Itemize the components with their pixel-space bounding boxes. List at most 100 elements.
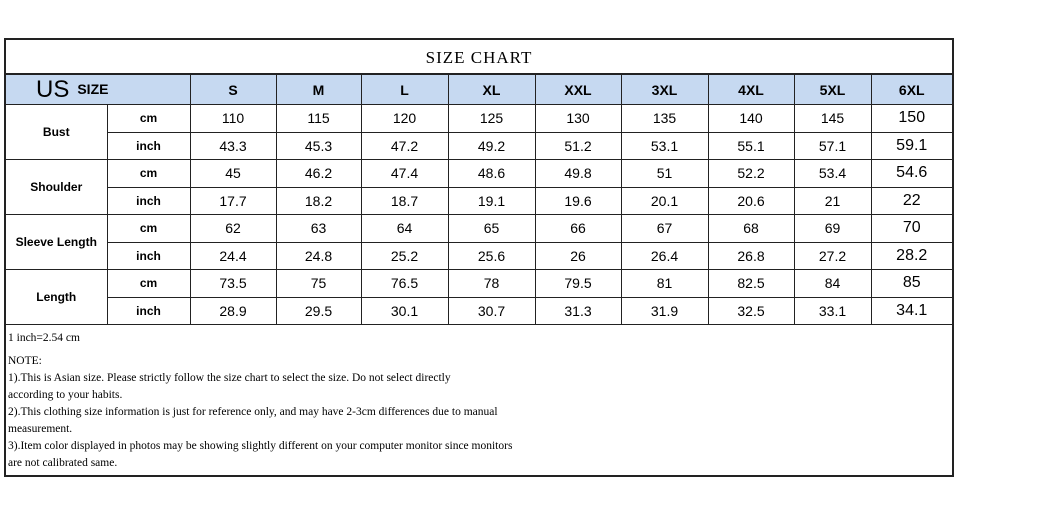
size-column-header: S	[189, 74, 277, 105]
table-cell: 130	[534, 104, 622, 133]
unit-label: cm	[106, 104, 191, 133]
size-column-header: XL	[447, 74, 536, 105]
table-row: Length cm 73.5 75 76.5 78 79.5 81 82.5 84 85	[6, 269, 952, 325]
table-cell: 24.8	[275, 241, 362, 270]
table-cell: 82.5	[707, 269, 795, 298]
table-cell: 33.1	[793, 296, 872, 325]
measurement-label: Bust	[6, 104, 108, 160]
size-column-header: L	[360, 74, 449, 105]
table-cell: 73.5	[189, 269, 277, 298]
table-cell: 25.2	[360, 241, 449, 270]
table-cell: 120	[360, 104, 449, 133]
table-cell: 84	[793, 269, 872, 298]
table-cell: 68	[707, 214, 795, 243]
table-cell: 48.6	[447, 159, 536, 188]
table-cell: 57.1	[793, 131, 872, 160]
table-cell: 79.5	[534, 269, 622, 298]
table-cell: 30.1	[360, 296, 449, 325]
table-cell: 85	[870, 269, 952, 298]
table-cell: 29.5	[275, 296, 362, 325]
size-column-header: 4XL	[707, 74, 795, 105]
table-cell: 31.3	[534, 296, 622, 325]
table-cell: 20.1	[620, 186, 709, 215]
table-cell: 28.2	[870, 241, 952, 270]
table-cell: 125	[447, 104, 536, 133]
table-cell: 45.3	[275, 131, 362, 160]
conversion-note: 1 inch=2.54 cm	[8, 332, 80, 344]
table-cell: 27.2	[793, 241, 872, 270]
table-cell: 46.2	[275, 159, 362, 188]
table-cell: 53.1	[620, 131, 709, 160]
unit-label: cm	[106, 269, 191, 298]
table-cell: 75	[275, 269, 362, 298]
unit-label: cm	[106, 159, 191, 188]
table-cell: 135	[620, 104, 709, 133]
table-cell: 18.2	[275, 186, 362, 215]
table-row: inch 43.3 45.3 47.2 49.2 51.2 53.1 55.1 57.1 59.1	[6, 131, 952, 160]
size-label: SIZE	[77, 80, 109, 97]
table-cell: 25.6	[447, 241, 536, 270]
table-cell: 66	[534, 214, 622, 243]
size-table: US SIZE S M L XL XXL 3XL 4XL 5XL 6XL Bust cm 110 115 12…	[6, 74, 952, 325]
table-row: Sleeve Length cm 62 63 64 65 66 67 68 69 70	[6, 214, 952, 270]
note-2: 2).This clothing size information is jus…	[8, 406, 498, 435]
table-cell: 26.4	[620, 241, 709, 270]
table-cell: 47.4	[360, 159, 449, 188]
unit-label: inch	[107, 241, 191, 270]
table-cell: 67	[620, 214, 709, 243]
table-cell: 65	[447, 214, 536, 243]
table-cell: 76.5	[360, 269, 449, 298]
table-cell: 31.9	[620, 296, 709, 325]
header-row: US SIZE S M L XL XXL 3XL 4XL 5XL 6XL	[6, 74, 952, 105]
table-cell: 54.6	[870, 159, 952, 188]
table-cell: 78	[447, 269, 536, 298]
table-cell: 26.8	[707, 241, 795, 270]
table-cell: 22	[870, 186, 952, 215]
table-cell: 28.9	[189, 296, 277, 325]
table-cell: 70	[870, 214, 952, 243]
table-cell: 24.4	[189, 241, 277, 270]
measurement-label: Length	[6, 269, 108, 325]
table-cell: 20.6	[707, 186, 795, 215]
size-column-header: 5XL	[793, 74, 872, 105]
note-3: 3).Item color displayed in photos may be…	[8, 440, 513, 469]
size-chart: SIZE CHART US SIZE S M L XL XXL 3XL 4XL 5XL 6XL Bus…	[4, 38, 954, 477]
table-cell: 110	[189, 104, 277, 133]
notes-section: 1 inch=2.54 cm NOTE: 1).This is Asian si…	[6, 325, 952, 477]
table-cell: 64	[360, 214, 449, 243]
table-cell: 34.1	[870, 296, 952, 325]
table-row: Bust cm 110 115 120 125 130 135 140 145 150	[6, 104, 952, 160]
table-cell: 150	[870, 104, 952, 133]
table-cell: 52.2	[707, 159, 795, 188]
note-title: NOTE:	[8, 355, 42, 367]
unit-label: inch	[107, 131, 191, 160]
table-cell: 63	[275, 214, 362, 243]
table-cell: 49.2	[447, 131, 536, 160]
size-column-header: 3XL	[620, 74, 709, 105]
chart-title: SIZE CHART	[6, 40, 952, 74]
table-cell: 69	[793, 214, 872, 243]
table-cell: 145	[793, 104, 872, 133]
size-column-header: XXL	[534, 74, 622, 105]
table-cell: 30.7	[447, 296, 536, 325]
size-column-header: M	[275, 74, 362, 105]
table-cell: 51	[620, 159, 709, 188]
size-header: US SIZE	[6, 74, 191, 105]
table-cell: 49.8	[534, 159, 622, 188]
measurement-label: Sleeve Length	[6, 214, 108, 270]
table-row: Shoulder cm 45 46.2 47.4 48.6 49.8 51 52.2 53.4 54…	[6, 159, 952, 215]
table-cell: 47.2	[360, 131, 449, 160]
table-cell: 59.1	[870, 131, 952, 160]
table-cell: 53.4	[793, 159, 872, 188]
table-cell: 32.5	[707, 296, 795, 325]
unit-label: cm	[106, 214, 191, 243]
table-cell: 17.7	[189, 186, 277, 215]
table-cell: 81	[620, 269, 709, 298]
table-cell: 140	[707, 104, 795, 133]
unit-label: inch	[107, 296, 191, 325]
table-cell: 43.3	[189, 131, 277, 160]
table-cell: 26	[534, 241, 622, 270]
table-cell: 21	[793, 186, 872, 215]
note-1: 1).This is Asian size. Please strictly f…	[8, 372, 451, 401]
table-cell: 115	[275, 104, 362, 133]
